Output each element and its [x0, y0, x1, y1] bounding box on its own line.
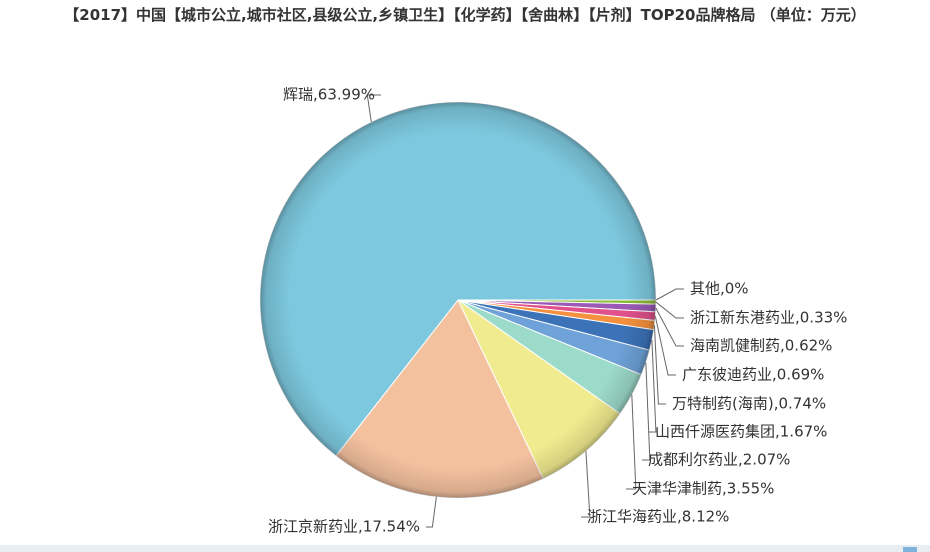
leader-line: [426, 496, 437, 528]
data-label: 山西仟源医药集团,1.67%: [655, 423, 827, 441]
bottom-bar: [0, 545, 930, 552]
scroll-handle: [903, 547, 917, 552]
data-label: 广东彼迪药业,0.69%: [682, 366, 824, 384]
labels: 其他,0% 浙江新东港药业,0.33% 海南凯健制药,0.62% 广东彼迪药业,0.6…: [268, 86, 847, 536]
data-label: 成都利尔药业,2.07%: [648, 451, 790, 469]
data-label: 万特制药(海南),0.74%: [672, 395, 826, 413]
data-label: 辉瑞,63.99%: [283, 86, 375, 104]
leader-line: [654, 316, 676, 376]
leader-line: [653, 325, 666, 405]
leader-line: [649, 339, 657, 433]
data-label: 海南凯健制药,0.62%: [690, 337, 832, 355]
leader-line: [366, 94, 381, 123]
leader-line: [581, 451, 591, 518]
data-label: 浙江京新药业,17.54%: [268, 518, 420, 536]
chart-title: 【2017】中国【城市公立,城市社区,县级公立,乡镇卫生】【化学药】【舍曲林】【…: [64, 6, 866, 24]
data-label: 其他,0%: [690, 280, 749, 298]
leader-line: [655, 288, 684, 301]
leader-line: [642, 362, 651, 461]
data-label: 浙江华海药业,8.12%: [587, 508, 729, 526]
data-label: 天津华津制药,3.55%: [632, 480, 774, 498]
data-label: 浙江新东港药业,0.33%: [690, 309, 847, 327]
leader-line: [655, 307, 684, 347]
leader-line: [626, 394, 637, 490]
leader-line: [655, 301, 684, 319]
pie: [259, 101, 657, 499]
